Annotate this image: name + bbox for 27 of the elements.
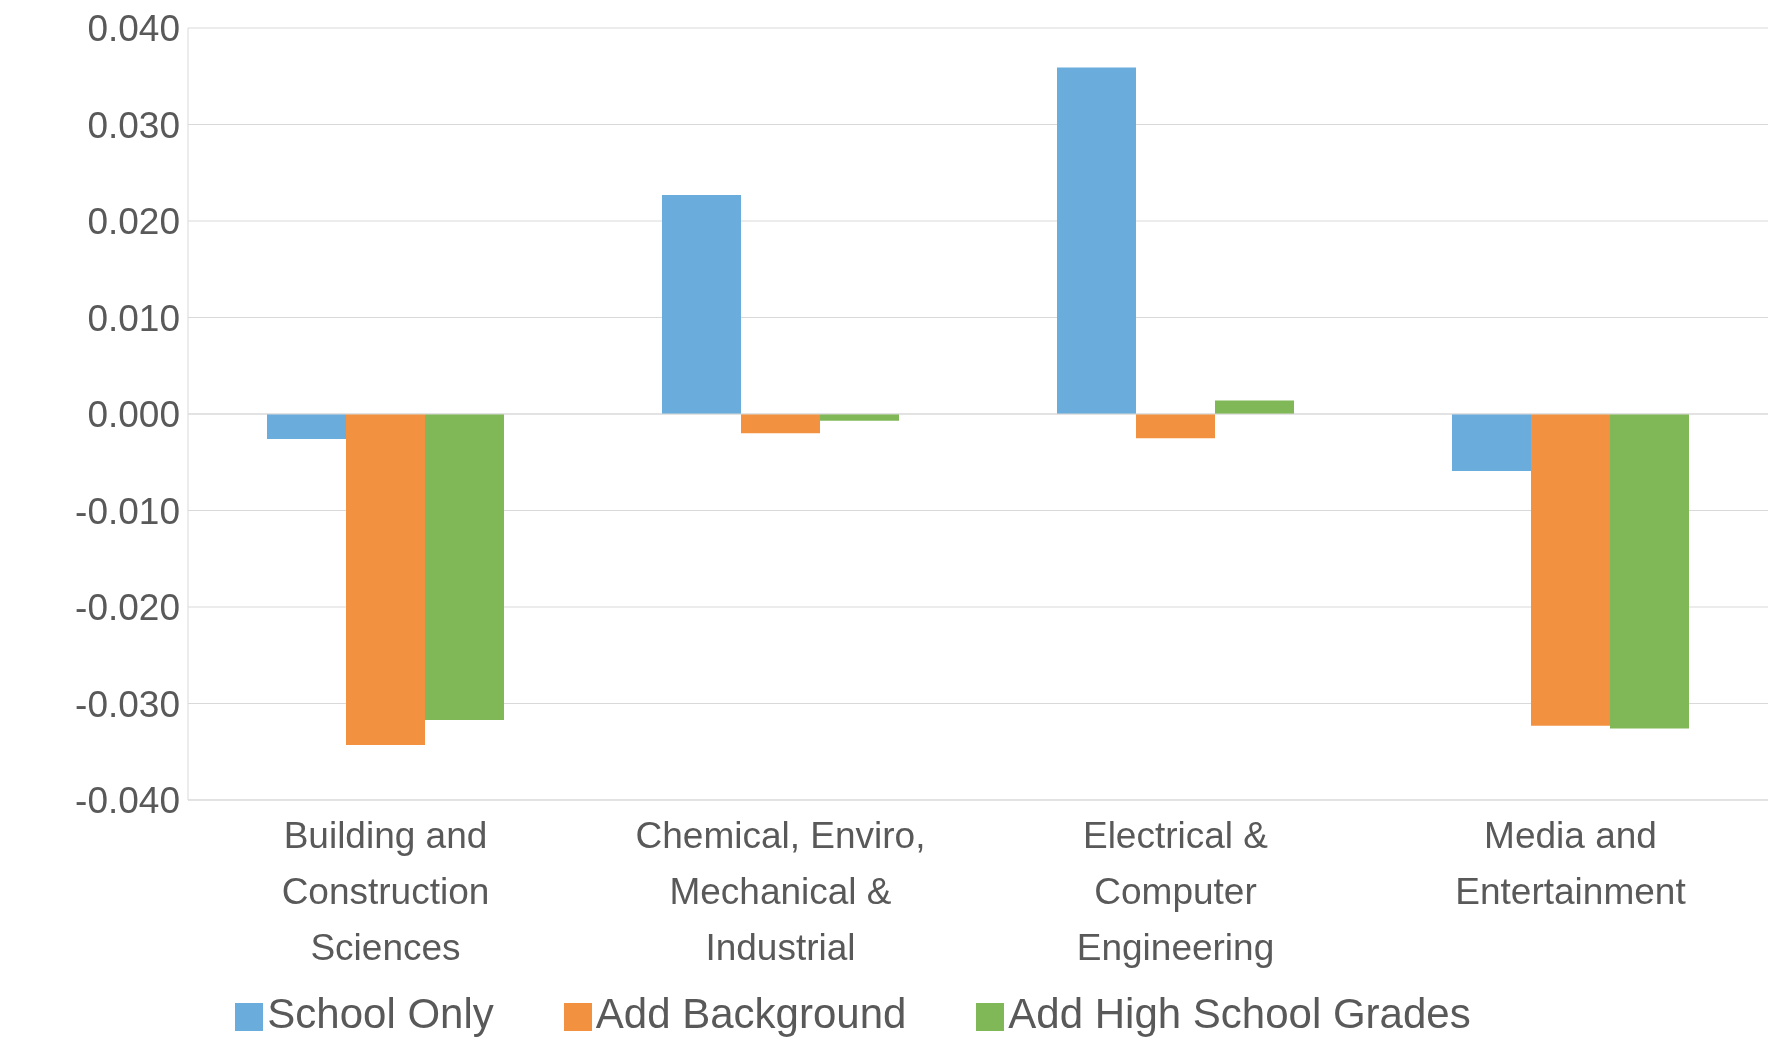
y-tick-label: -0.030 [75,683,180,725]
bar [741,414,820,434]
bar [1136,414,1215,439]
legend-label: Add Background [595,990,907,1037]
bar [425,414,504,720]
x-tick-label: Building and Construction Sciences [281,815,490,968]
bar [1452,414,1531,471]
x-tick-label: Media and Entertainment [1455,815,1687,912]
bar [1057,67,1136,414]
x-tick-label: Electrical & Computer Engineering [1076,815,1275,968]
bar [346,414,425,745]
y-tick-label: -0.010 [75,490,180,532]
x-tick-label: Chemical, Enviro, Mechanical & Industrial [635,815,926,968]
y-tick-label: 0.040 [87,8,180,50]
bar [1531,414,1610,726]
legend-label: School Only [267,990,494,1037]
y-tick-label: 0.000 [87,394,180,436]
bar [267,414,346,440]
bar [1610,414,1689,729]
legend-label: Add High School Grades [1008,990,1471,1037]
y-tick-label: 0.010 [87,297,180,339]
y-tick-label: 0.030 [87,104,180,146]
y-tick-label: 0.020 [87,201,180,243]
y-tick-label: -0.040 [75,780,180,822]
bar [1215,400,1294,414]
bar [662,194,741,414]
y-tick-label: -0.020 [75,587,180,629]
